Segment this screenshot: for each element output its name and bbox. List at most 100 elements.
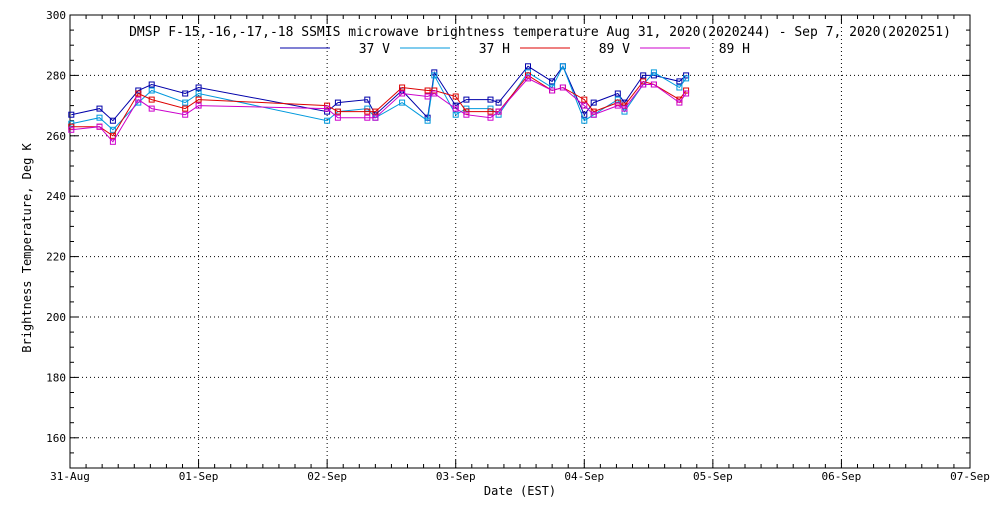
data-point-37h [96, 114, 103, 121]
grid-lines [70, 15, 970, 468]
data-point-37h [109, 126, 116, 133]
data-point-89h [590, 111, 597, 118]
data-point-37v [590, 99, 597, 106]
data-point-37v [148, 81, 155, 88]
data-point-37h [182, 99, 189, 106]
data-point-89h [495, 108, 502, 115]
y-tick-label: 280 [46, 69, 66, 82]
data-point-37v [109, 117, 116, 124]
data-point-89h [683, 90, 690, 97]
data-point-89v [372, 108, 379, 115]
x-tick-label: 04-Sep [564, 470, 604, 483]
series-89h [68, 75, 690, 145]
data-point-89h [559, 84, 566, 91]
series-37h [68, 63, 690, 133]
data-point-89v [68, 123, 75, 130]
data-point-37h [559, 63, 566, 70]
data-point-89h [452, 105, 459, 112]
data-point-89h [399, 90, 406, 97]
x-tick-label: 02-Sep [307, 470, 347, 483]
data-point-89h [676, 99, 683, 106]
data-point-37v [334, 99, 341, 106]
data-point-37h [399, 99, 406, 106]
data-series [68, 63, 690, 145]
data-point-89v [334, 108, 341, 115]
data-point-37v [463, 96, 470, 103]
data-point-89h [96, 123, 103, 130]
x-tick-label: 03-Sep [436, 470, 476, 483]
data-point-37h [676, 84, 683, 91]
data-point-89h [621, 105, 628, 112]
data-point-89h [334, 114, 341, 121]
x-tick-label: 31-Aug [50, 470, 90, 483]
data-point-89h [109, 138, 116, 145]
data-point-37v [525, 63, 531, 70]
data-point-89v [452, 93, 459, 100]
data-point-37v [640, 72, 647, 79]
data-point-89h [640, 81, 647, 88]
y-tick-label: 260 [46, 130, 66, 143]
data-point-89v [581, 96, 588, 103]
chart-title: DMSP F-15,-16,-17,-18 SSMIS microwave br… [129, 25, 951, 40]
data-point-89v [640, 78, 647, 85]
data-point-89h [549, 87, 556, 94]
x-tick-label: 01-Sep [179, 470, 219, 483]
data-point-37h [431, 72, 438, 79]
data-point-89v [487, 108, 494, 115]
data-point-37h [650, 69, 657, 76]
data-point-89v [364, 108, 371, 115]
x-tick-label: 05-Sep [693, 470, 733, 483]
legend-label-37h: 37 H [479, 42, 510, 57]
data-point-37v [614, 90, 621, 97]
data-point-89h [424, 93, 431, 100]
data-point-89h [182, 111, 189, 118]
data-point-89v [109, 132, 116, 139]
plot-frame [69, 14, 971, 469]
data-point-89v [148, 96, 155, 103]
y-tick-label: 160 [46, 432, 66, 445]
data-point-37v [68, 111, 75, 118]
y-tick-label: 300 [46, 9, 66, 22]
data-point-37v [364, 96, 371, 103]
data-point-89v [399, 84, 406, 91]
data-point-89h [431, 90, 438, 97]
data-point-37h [195, 90, 202, 97]
data-point-37v [495, 99, 502, 106]
data-point-89h [581, 102, 588, 109]
data-point-37v [549, 78, 556, 85]
legend-label-89v: 89 V [599, 42, 630, 57]
data-point-89v [424, 87, 431, 94]
x-axis-title: Date (EST) [484, 484, 556, 498]
axes: 31-Aug 01-Sep 02-Sep 03-Sep 04-Sep 05-Sep 06-S… [46, 9, 990, 483]
data-point-89h [195, 102, 202, 109]
data-point-37h [424, 117, 431, 124]
data-point-89h [525, 75, 531, 82]
data-point-37v [195, 84, 202, 91]
data-point-89h [372, 114, 379, 121]
data-point-89h [148, 105, 155, 112]
series-89v [68, 72, 690, 139]
data-point-89h [324, 105, 331, 112]
data-point-89v [135, 90, 142, 97]
data-point-37h [683, 75, 690, 82]
legend-label-89h: 89 H [719, 42, 750, 57]
data-point-89h [487, 114, 494, 121]
legend-entry-37h: 37 H [400, 42, 510, 57]
x-tick-label: 07-Sep [950, 470, 990, 483]
data-point-89v [182, 105, 189, 112]
data-point-37v [487, 96, 494, 103]
series-line-89v [71, 74, 687, 137]
legend-entry-89v: 89 V [520, 42, 630, 57]
data-point-89h [68, 126, 75, 133]
legend-label-37v: 37 V [359, 42, 390, 57]
data-point-89h [614, 102, 621, 109]
data-point-37h [581, 117, 588, 124]
x-tick-label: 06-Sep [822, 470, 862, 483]
data-point-37h [148, 87, 155, 94]
legend: 37 V 37 H 89 V 89 H [280, 42, 750, 57]
data-point-89h [135, 96, 142, 103]
data-point-89h [364, 114, 371, 121]
data-point-37h [452, 111, 459, 118]
